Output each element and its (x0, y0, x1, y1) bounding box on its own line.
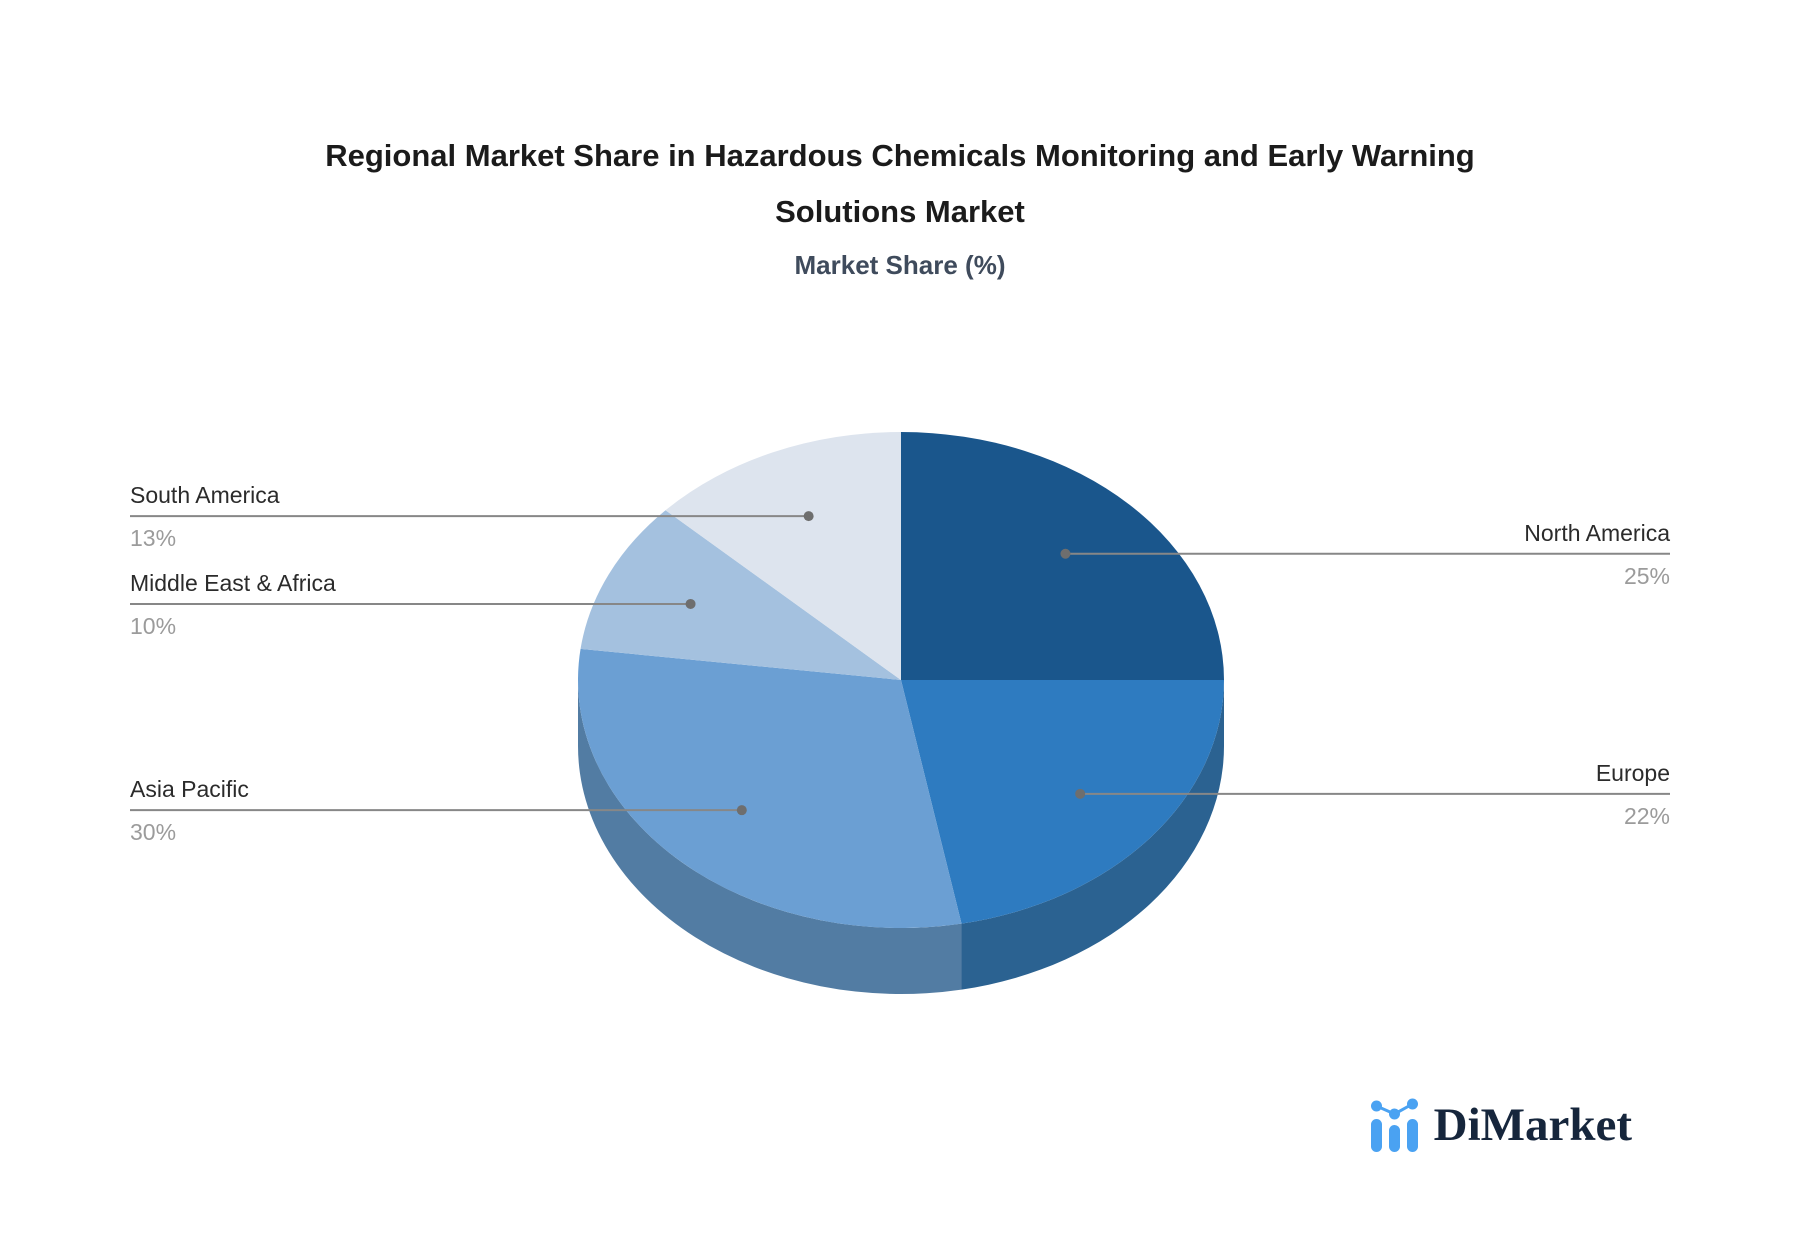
callout-dot-south-america (803, 511, 814, 522)
pie-rim-europe (961, 680, 1224, 990)
pie-rim-asia-pacific (578, 680, 962, 994)
slice-label-south-america: South America (130, 482, 280, 509)
slice-label-middle-east-africa: Middle East & Africa (130, 569, 336, 596)
brand-logo-text: DiMarket (1433, 1099, 1632, 1151)
callout-dot-asia-pacific (736, 805, 747, 816)
brand-logo: DiMarket (1370, 1094, 1632, 1156)
slice-value-middle-east-africa: 10% (130, 612, 177, 639)
slice-value-south-america: 13% (130, 525, 177, 552)
slice-label-asia-pacific: Asia Pacific (130, 776, 249, 803)
slice-label-north-america: North America (1524, 519, 1670, 546)
slice-label-europe: Europe (1595, 759, 1670, 786)
callout-dot-middle-east-africa (685, 598, 696, 609)
chart-title: Regional Market Share in Hazardous Chemi… (0, 128, 1800, 240)
slice-value-north-america: 25% (1623, 562, 1670, 589)
slice-value-europe: 22% (1623, 802, 1670, 829)
pie-slice-south-america[interactable] (665, 432, 901, 680)
chart-title-line2: Solutions Market (775, 194, 1025, 229)
callout-dot-europe (1075, 788, 1086, 799)
pie-slice-europe[interactable] (901, 680, 1224, 924)
bar-line-chart-icon (1370, 1098, 1418, 1152)
pie-slice-asia-pacific[interactable] (578, 648, 962, 928)
pie-slice-middle-east-africa[interactable] (580, 510, 901, 680)
slice-value-asia-pacific: 30% (130, 819, 177, 846)
callout-dot-north-america (1060, 548, 1071, 559)
chart-subtitle: Market Share (%) (794, 250, 1006, 280)
chart-title-line1: Regional Market Share in Hazardous Chemi… (325, 138, 1475, 173)
